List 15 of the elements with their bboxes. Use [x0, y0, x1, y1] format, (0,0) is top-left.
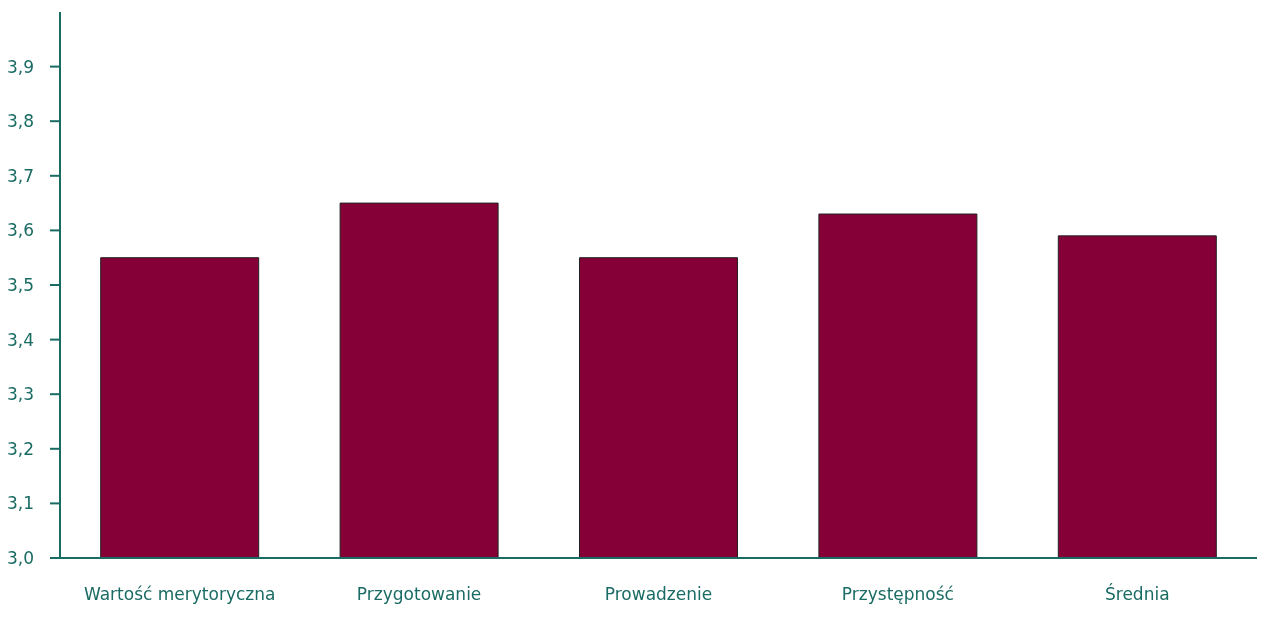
x-tick-label: Przystępność — [841, 584, 954, 605]
y-tick-label: 3,8 — [6, 111, 34, 132]
x-tick-label: Wartość merytoryczna — [83, 584, 276, 605]
x-tick-label: Prowadzenie — [604, 584, 713, 605]
y-tick-label: 3,7 — [6, 165, 34, 186]
x-tick-label: Średnia — [1105, 583, 1170, 605]
y-tick-label: 3,3 — [6, 384, 34, 405]
x-tick-label: Przygotowanie — [356, 584, 482, 605]
y-tick-label: 3,9 — [6, 56, 34, 77]
y-tick-label: 3,1 — [6, 493, 34, 514]
y-tick-label: 3,4 — [6, 329, 34, 350]
y-tick-label: 3,5 — [6, 275, 34, 295]
y-tick-label: 3,6 — [6, 220, 34, 241]
y-tick-label: 3,0 — [6, 548, 34, 568]
y-tick-label: 3,2 — [6, 438, 34, 459]
